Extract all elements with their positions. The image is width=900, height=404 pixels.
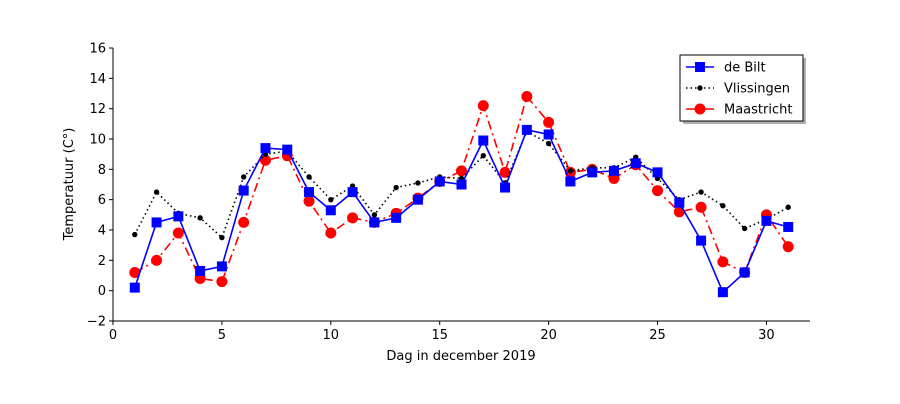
data-point xyxy=(197,215,203,221)
data-point xyxy=(477,100,489,112)
legend-label: Maastricht xyxy=(724,103,792,118)
data-point xyxy=(565,176,576,187)
data-point xyxy=(782,241,794,253)
data-point xyxy=(306,174,312,180)
data-point xyxy=(521,124,532,135)
x-tick-label: 5 xyxy=(218,328,226,343)
data-point xyxy=(695,201,707,213)
legend-marker xyxy=(695,62,705,72)
data-point xyxy=(371,212,378,218)
data-point xyxy=(151,254,163,266)
y-tick-label: −2 xyxy=(87,315,106,330)
x-tick-label: 20 xyxy=(540,328,557,343)
legend-entry: Vlissingen xyxy=(686,82,790,97)
data-point xyxy=(500,182,511,193)
data-point xyxy=(132,231,138,238)
data-point xyxy=(652,185,664,197)
data-point xyxy=(608,165,619,176)
data-point xyxy=(630,158,641,169)
data-point xyxy=(173,211,184,222)
data-point xyxy=(219,234,225,241)
data-point xyxy=(761,215,772,226)
y-tick-label: 2 xyxy=(98,254,106,269)
data-point xyxy=(238,216,250,228)
data-point xyxy=(652,167,663,178)
data-point xyxy=(415,180,421,186)
data-point xyxy=(696,235,707,246)
data-point xyxy=(238,185,249,196)
x-tick-label: 25 xyxy=(649,328,666,343)
data-point xyxy=(129,282,140,293)
data-point xyxy=(720,203,726,209)
x-tick-label: 0 xyxy=(109,328,117,343)
data-point xyxy=(151,217,162,228)
legend-marker xyxy=(697,85,703,91)
data-point xyxy=(282,144,293,155)
data-point xyxy=(521,91,533,103)
data-point xyxy=(545,140,552,147)
y-tick-label: 4 xyxy=(98,224,106,239)
data-point xyxy=(674,197,685,208)
legend-marker xyxy=(694,103,706,115)
data-point xyxy=(216,276,228,288)
data-point xyxy=(393,184,399,191)
data-point xyxy=(717,256,729,268)
data-point xyxy=(391,212,402,223)
y-tick-label: 16 xyxy=(89,42,106,57)
data-point xyxy=(480,152,486,159)
data-point xyxy=(717,287,728,298)
legend: de Bilt Vlissingen Maastricht xyxy=(679,54,806,124)
data-point xyxy=(195,265,206,276)
data-point xyxy=(216,261,227,272)
data-point xyxy=(347,187,358,198)
y-tick-label: 6 xyxy=(98,193,106,208)
data-point xyxy=(172,227,184,239)
data-point xyxy=(785,204,791,210)
series-de-bilt xyxy=(129,124,794,298)
data-point xyxy=(543,116,555,128)
series-line xyxy=(134,129,789,293)
data-point xyxy=(587,167,598,178)
series-layer xyxy=(129,91,794,298)
data-point xyxy=(347,212,359,224)
data-point xyxy=(434,176,445,187)
data-point xyxy=(739,267,750,278)
y-tick-label: 12 xyxy=(89,102,106,117)
data-point xyxy=(499,166,511,178)
legend-label: Vlissingen xyxy=(724,82,790,97)
data-point xyxy=(240,174,247,180)
data-point xyxy=(478,135,489,146)
y-tick-label: 14 xyxy=(89,72,106,87)
legend-entry: de Bilt xyxy=(686,61,766,76)
data-point xyxy=(412,194,423,205)
data-point xyxy=(325,205,336,216)
y-axis-label: Temperatuur (C°) xyxy=(62,128,77,242)
x-tick-label: 30 xyxy=(758,328,775,343)
legend-entry: Maastricht xyxy=(686,103,792,118)
data-point xyxy=(543,129,554,140)
data-point xyxy=(304,187,315,198)
data-point xyxy=(153,189,160,195)
data-point xyxy=(783,221,794,232)
data-point xyxy=(369,217,380,228)
data-point xyxy=(456,179,467,190)
data-point xyxy=(328,196,334,203)
data-point xyxy=(260,143,271,154)
data-point xyxy=(741,225,748,232)
data-point xyxy=(567,168,574,174)
y-tick-label: 0 xyxy=(98,284,106,299)
data-point xyxy=(303,195,315,207)
y-tick-label: 10 xyxy=(89,133,106,148)
legend-label: de Bilt xyxy=(724,61,766,76)
data-point xyxy=(325,227,337,239)
x-tick-label: 10 xyxy=(323,328,340,343)
x-axis-label: Dag in december 2019 xyxy=(386,349,535,364)
y-tick-label: 8 xyxy=(98,163,106,178)
data-point xyxy=(698,189,704,195)
x-tick-label: 15 xyxy=(431,328,448,343)
